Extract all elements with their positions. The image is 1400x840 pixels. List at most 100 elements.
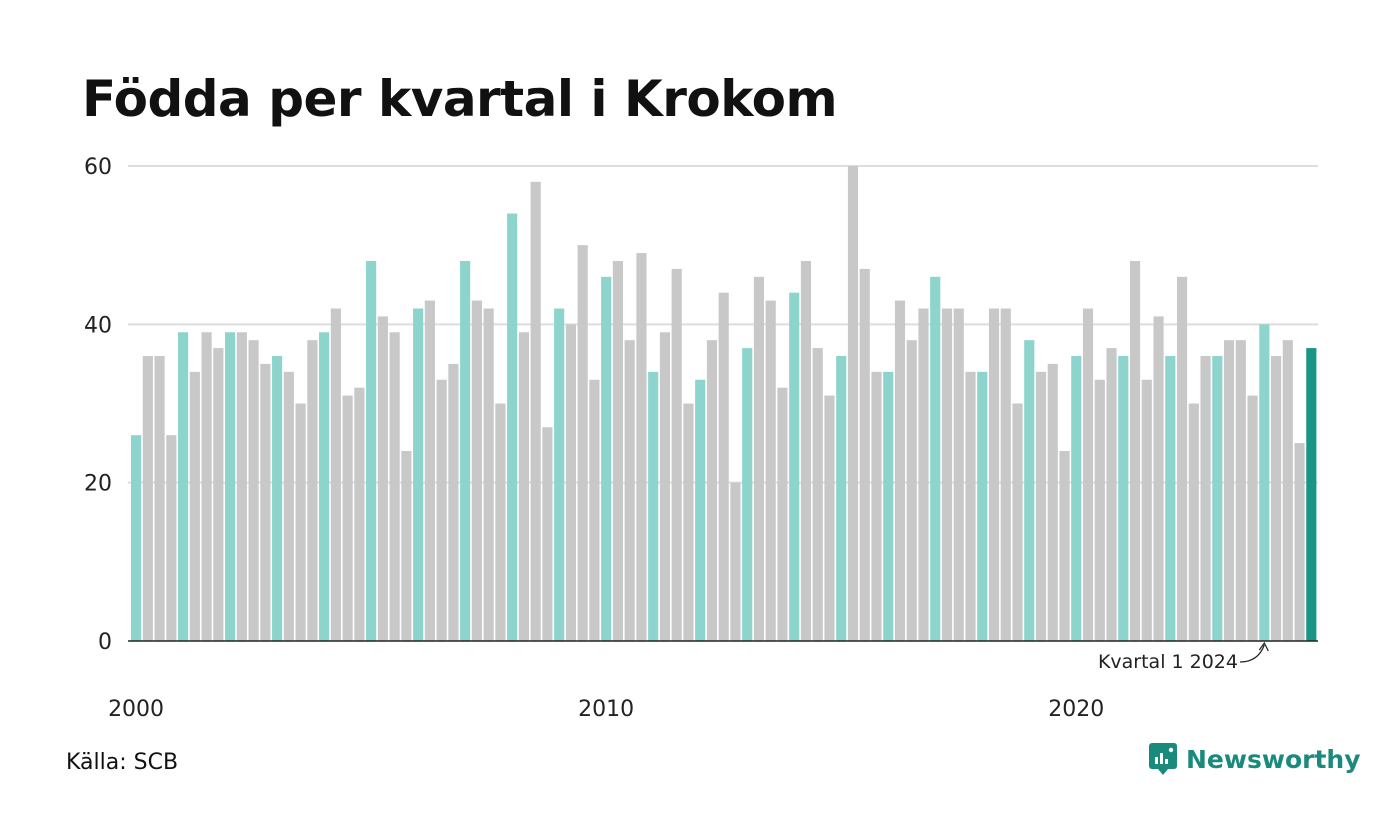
- bar: 2015 Q3: 47: [859, 268, 870, 641]
- bar: 2017 Q4: 34: [965, 371, 976, 641]
- bar: 2023 Q3: 38: [1235, 340, 1246, 641]
- bar: 2018 Q2: 42: [988, 308, 1000, 641]
- bar: 2001 Q4: 37: [213, 348, 224, 641]
- bar: 2013 Q4: 32: [777, 387, 788, 641]
- bar: 2007 Q2: 43: [471, 300, 482, 641]
- bar: 2015 Q4: 34: [871, 371, 882, 641]
- source-label: Källa: SCB: [66, 750, 179, 775]
- bar: 2004 Q4: 32: [354, 387, 365, 641]
- brand-logo[interactable]: Newsworthy: [1148, 742, 1361, 776]
- bar: 2016 Q4: 42: [918, 308, 929, 641]
- x-tick-label: 2010: [578, 697, 634, 722]
- bar: 2000 Q4: 26: [166, 435, 177, 641]
- bar: 2002 Q2: 39: [236, 332, 247, 641]
- bar: 2003 Q3: 30: [295, 403, 306, 641]
- bar: 2009 Q3: 50: [577, 245, 588, 641]
- bar: 2007 Q1: 48: [460, 261, 471, 641]
- bar: 2006 Q2: 43: [424, 300, 435, 641]
- bar: 2014 Q4: 31: [824, 395, 835, 641]
- bar: 2000 Q2: 36: [142, 356, 153, 641]
- bar: 2002 Q1: 39: [225, 332, 236, 641]
- bar: 2010 Q2: 48: [612, 261, 624, 641]
- bar: 2020 Q3: 33: [1094, 379, 1105, 641]
- bar: 2004 Q2: 42: [330, 308, 341, 641]
- bar: 2021 Q4: 41: [1153, 316, 1164, 641]
- bar: 2022 Q2: 46: [1176, 276, 1188, 641]
- bar: 2017 Q3: 42: [953, 308, 964, 641]
- x-axis-ticks: 2000 2010 2020: [108, 697, 1104, 722]
- bar: 2016 Q3: 38: [906, 340, 917, 641]
- bar: 2008 Q3: 58: [530, 181, 541, 642]
- bar: 2019 Q2: 34: [1035, 371, 1047, 641]
- bar: 2025 Q1: 37: [1306, 348, 1317, 641]
- bar: 2009 Q2: 40: [565, 324, 576, 641]
- x-tick-label: 2020: [1048, 697, 1104, 722]
- bar: 2012 Q1: 33: [695, 379, 706, 641]
- bar: 2014 Q2: 48: [800, 261, 812, 641]
- bar: 2022 Q1: 36: [1165, 356, 1176, 641]
- chart-title: Födda per kvartal i Krokom: [82, 70, 838, 128]
- bar: 2021 Q1: 36: [1118, 356, 1129, 641]
- bar: 2018 Q1: 34: [977, 371, 988, 641]
- bar: 2021 Q3: 33: [1141, 379, 1152, 641]
- bar: 2011 Q3: 47: [671, 268, 682, 641]
- y-tick-label: 40: [84, 313, 112, 338]
- bar: 2005 Q4: 24: [401, 451, 412, 641]
- bar: 2019 Q3: 35: [1047, 363, 1058, 641]
- bar: 2013 Q2: 46: [753, 276, 765, 641]
- bar: 2018 Q4: 30: [1012, 403, 1023, 641]
- bar: 2005 Q2: 41: [377, 316, 388, 641]
- bar: 2006 Q3: 33: [436, 379, 447, 641]
- bar: 2004 Q3: 31: [342, 395, 353, 641]
- bar: 2011 Q4: 30: [683, 403, 694, 641]
- bar: 2005 Q1: 48: [366, 261, 377, 641]
- bar: 2016 Q2: 43: [894, 300, 906, 641]
- bar: 2002 Q3: 38: [248, 340, 259, 641]
- bar: 2016 Q1: 34: [883, 371, 894, 641]
- bar: 2002 Q4: 35: [260, 363, 271, 641]
- bar: 2019 Q1: 38: [1024, 340, 1035, 641]
- y-tick-label: 60: [84, 155, 112, 180]
- bar: 2021 Q2: 48: [1129, 261, 1141, 641]
- bar: 2013 Q3: 43: [765, 300, 776, 641]
- bar: 2020 Q1: 36: [1071, 356, 1082, 641]
- annotation-label: Kvartal 1 2024: [1098, 651, 1238, 673]
- annotation-arrowhead: [1258, 641, 1269, 652]
- bar: 2024 Q4: 25: [1294, 443, 1305, 641]
- bar: 2007 Q4: 30: [495, 403, 506, 641]
- bar: 2006 Q4: 35: [448, 363, 459, 641]
- brand-name: Newsworthy: [1186, 744, 1361, 774]
- y-axis-ticks: 0 20 40 60: [84, 155, 112, 655]
- bar: 2012 Q4: 20: [730, 482, 741, 641]
- newsworthy-logo-icon: [1149, 743, 1177, 775]
- bar: 2008 Q2: 39: [518, 332, 529, 641]
- bar: 2014 Q1: 44: [789, 292, 800, 641]
- bar: 2008 Q1: 54: [507, 213, 518, 641]
- bar: 2024 Q3: 38: [1282, 340, 1293, 641]
- bar: 2023 Q1: 36: [1212, 356, 1223, 641]
- bar: 2017 Q1: 46: [930, 276, 941, 641]
- bars: 2000 Q1: 262000 Q2: 362000 Q3: 362000 Q4…: [131, 166, 1317, 642]
- bar: 2008 Q4: 27: [542, 427, 553, 641]
- bar: 2010 Q1: 46: [601, 276, 612, 641]
- bar: 2022 Q3: 30: [1188, 403, 1199, 641]
- bar: 2004 Q1: 39: [319, 332, 330, 641]
- bar: 2006 Q1: 42: [413, 308, 424, 641]
- bar: 2015 Q1: 36: [836, 356, 847, 641]
- bar: 2007 Q3: 42: [483, 308, 494, 641]
- bar: 2022 Q4: 36: [1200, 356, 1211, 641]
- bar: 2020 Q2: 42: [1082, 308, 1094, 641]
- bar: 2000 Q1: 26: [131, 435, 142, 641]
- bar: 2010 Q3: 38: [624, 340, 635, 641]
- bar: 2009 Q4: 33: [589, 379, 600, 641]
- annotation-arrow: [1239, 644, 1265, 663]
- bar: 2011 Q2: 39: [659, 332, 671, 641]
- bar: 2015 Q2: 60: [847, 166, 859, 641]
- bar: 2023 Q2: 38: [1223, 340, 1235, 641]
- bar: 2001 Q2: 34: [189, 371, 200, 641]
- bar: 2024 Q1: 40: [1259, 324, 1270, 641]
- bar: 2009 Q1: 42: [554, 308, 565, 641]
- bar: 2020 Q4: 37: [1106, 348, 1117, 641]
- bar: 2018 Q3: 42: [1000, 308, 1011, 641]
- y-tick-label: 20: [84, 472, 112, 497]
